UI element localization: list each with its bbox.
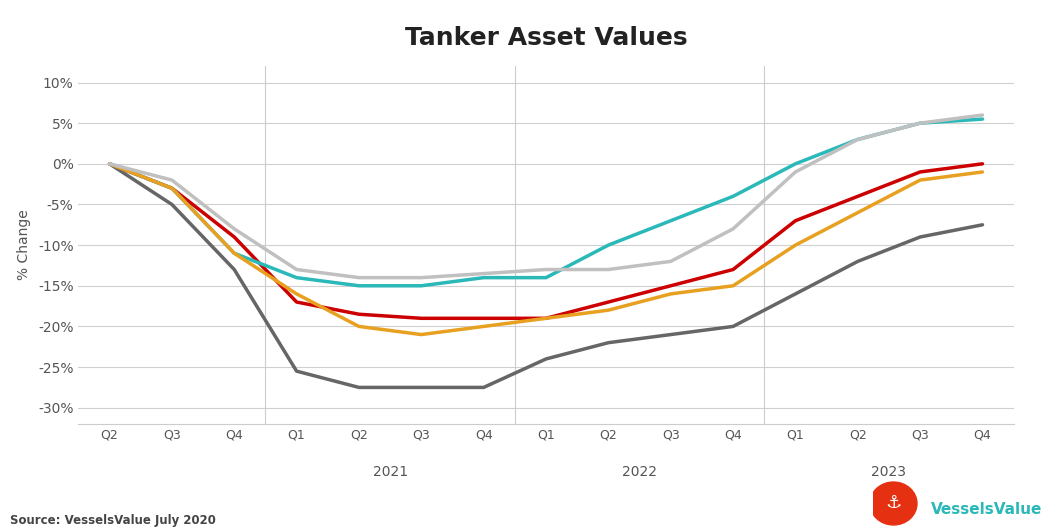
Text: 2023: 2023	[872, 465, 906, 479]
Title: Tanker Asset Values: Tanker Asset Values	[404, 26, 688, 50]
Text: VesselsValue: VesselsValue	[931, 502, 1043, 517]
Circle shape	[869, 482, 918, 525]
Y-axis label: % Change: % Change	[17, 210, 31, 280]
Text: 2022: 2022	[622, 465, 657, 479]
Text: ⚓: ⚓	[885, 494, 902, 513]
Text: 2021: 2021	[373, 465, 408, 479]
Text: Source: VesselsValue July 2020: Source: VesselsValue July 2020	[10, 514, 216, 527]
